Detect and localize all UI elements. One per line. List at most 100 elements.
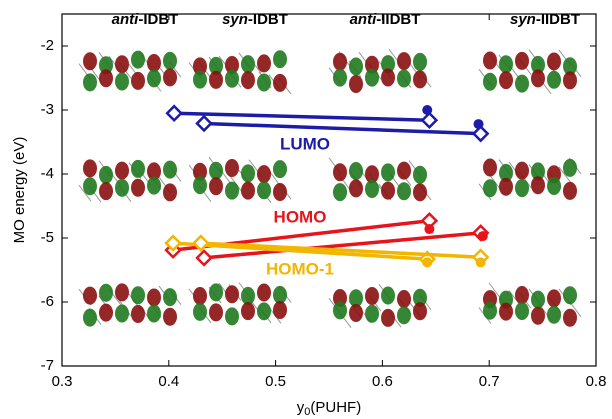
- molecule-label: syn-IIDBT: [510, 11, 580, 28]
- circle-marker: [422, 257, 432, 267]
- orbital-lobe: [547, 177, 561, 195]
- orbital-lobe: [131, 51, 145, 69]
- orbital-lobe: [531, 291, 545, 309]
- orbital-lobe: [547, 52, 561, 70]
- orbital-lobe: [397, 162, 411, 180]
- orbital-lobe: [547, 306, 561, 324]
- orbital-lobe: [413, 166, 427, 184]
- orbital-lobe: [499, 55, 513, 73]
- orbital-lobe: [349, 57, 363, 75]
- orbital-lobe: [483, 302, 497, 320]
- molecule-core: -IDBT: [248, 11, 288, 28]
- orbital-lobe: [483, 179, 497, 197]
- diamond-marker: [197, 251, 211, 265]
- orbital-lobe: [225, 285, 239, 303]
- orbital-lobe: [241, 55, 255, 73]
- orbital-lobe: [131, 179, 145, 197]
- orbital-lobe: [225, 70, 239, 88]
- molecule-isomer: syn: [222, 11, 248, 28]
- orbital-lobe: [273, 74, 287, 92]
- orbital-lobe: [547, 71, 561, 89]
- orbital-lobe: [483, 73, 497, 91]
- orbital-lobe: [515, 75, 529, 93]
- orbital-lobe: [515, 302, 529, 320]
- orbital-lobe: [397, 69, 411, 87]
- orbital-lobe: [413, 53, 427, 71]
- orbital-lobe: [163, 183, 177, 201]
- orbital-lobe: [131, 286, 145, 304]
- orbital-lobe: [381, 287, 395, 305]
- orbital-lobe: [83, 309, 97, 327]
- orbital-lobe: [381, 163, 395, 181]
- orbital-lobe: [99, 304, 113, 322]
- orbital-lobe: [257, 302, 271, 320]
- chart: MO energy (eV) y0(PUHF) -7-6-5-4-3-20.30…: [0, 0, 612, 419]
- orbital-lobe: [397, 52, 411, 70]
- orbital-lobe: [563, 71, 577, 89]
- orbital-lobe: [349, 179, 363, 197]
- orbital-lobe: [515, 162, 529, 180]
- orbital-lobe: [349, 304, 363, 322]
- orbital-lobe: [83, 52, 97, 70]
- x-tick-label: 0.5: [265, 373, 286, 390]
- x-axis-label: y0(PUHF): [297, 399, 361, 418]
- orbital-lobe: [209, 303, 223, 321]
- orbital-lobe: [115, 72, 129, 90]
- orbital-lobe: [515, 179, 529, 197]
- orbital-lobe: [563, 159, 577, 177]
- orbital-lobe: [365, 180, 379, 198]
- orbital-lobe: [349, 162, 363, 180]
- circle-marker: [474, 119, 484, 129]
- orbital-lobe: [365, 287, 379, 305]
- orbital-lobe: [531, 176, 545, 194]
- orbital-lobe: [163, 161, 177, 179]
- orbital-lobe: [257, 181, 271, 199]
- orbital-lobe: [209, 177, 223, 195]
- orbital-lobe: [83, 177, 97, 195]
- orbital-lobe: [225, 182, 239, 200]
- orbital-lobe: [483, 158, 497, 176]
- orbital-lobe: [413, 70, 427, 88]
- y-tick-label: -5: [41, 229, 54, 246]
- orbital-lobe: [365, 305, 379, 323]
- orbital-lobe: [563, 182, 577, 200]
- orbital-lobe: [349, 75, 363, 93]
- orbital-lobe: [115, 283, 129, 301]
- molecule-label: syn-IDBT: [222, 11, 288, 28]
- molecule-isomer: anti: [350, 11, 378, 28]
- orbital-lobe: [193, 71, 207, 89]
- orbital-lobe: [381, 182, 395, 200]
- diamond-marker: [197, 116, 211, 130]
- molecule-core: -IIDBT: [376, 11, 420, 28]
- circle-marker: [424, 224, 434, 234]
- orbital-lobe: [273, 301, 287, 319]
- orbital-lobe: [273, 183, 287, 201]
- orbital-lobe: [257, 284, 271, 302]
- orbital-lobe: [163, 52, 177, 70]
- diamond-marker: [422, 113, 436, 127]
- x-tick-label: 0.8: [586, 373, 607, 390]
- orbital-lobe: [499, 303, 513, 321]
- orbital-lobe: [163, 68, 177, 86]
- y-tick-label: -7: [41, 357, 54, 374]
- orbital-lobe: [225, 159, 239, 177]
- orbital-lobe: [115, 305, 129, 323]
- orbital-lobe: [563, 286, 577, 304]
- orbital-lobe: [397, 182, 411, 200]
- orbital-lobe: [147, 177, 161, 195]
- orbital-lobe: [413, 183, 427, 201]
- orbital-lobe: [241, 302, 255, 320]
- molecule-isomer: syn: [510, 11, 536, 28]
- y-tick-label: -3: [41, 101, 54, 118]
- orbital-lobe: [147, 69, 161, 87]
- orbital-lobe: [99, 182, 113, 200]
- orbital-lobe: [483, 51, 497, 69]
- orbital-lobe: [333, 301, 347, 319]
- orbital-lobe: [83, 159, 97, 177]
- orbital-lobe: [381, 309, 395, 327]
- orbital-lobe: [531, 307, 545, 325]
- orbital-lobe: [225, 307, 239, 325]
- y-tick-label: -6: [41, 293, 54, 310]
- orbital-lobe: [147, 288, 161, 306]
- diamond-marker: [167, 106, 181, 120]
